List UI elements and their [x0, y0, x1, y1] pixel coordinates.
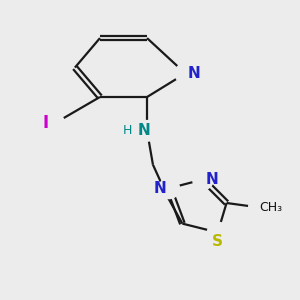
- Circle shape: [44, 113, 64, 134]
- Circle shape: [193, 169, 213, 190]
- Text: N: N: [154, 181, 167, 196]
- Text: N: N: [206, 172, 218, 187]
- Text: N: N: [138, 123, 151, 138]
- Circle shape: [137, 121, 158, 141]
- Circle shape: [249, 197, 269, 218]
- Circle shape: [159, 178, 179, 199]
- Text: I: I: [42, 115, 49, 133]
- Circle shape: [175, 63, 196, 84]
- Circle shape: [207, 222, 228, 243]
- Text: N: N: [188, 66, 200, 81]
- Text: CH₃: CH₃: [259, 201, 282, 214]
- Text: H: H: [123, 124, 133, 137]
- Text: S: S: [212, 234, 223, 249]
